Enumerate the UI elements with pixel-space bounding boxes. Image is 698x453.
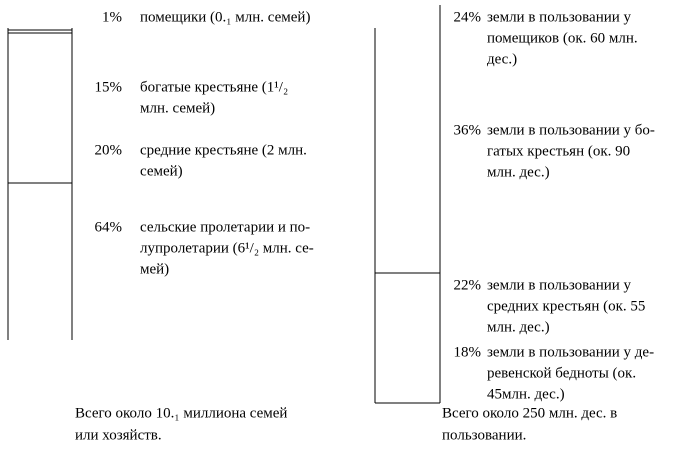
label-line: средние крестьяне (2 млн. [140, 142, 307, 158]
label-line: млн. дес.) [487, 319, 550, 335]
percent: 15% [95, 79, 123, 95]
percent: 24% [454, 9, 482, 25]
label-line: сельские пролетарии и по- [140, 219, 310, 235]
total-line: Всего около 250 млн. дес. в [442, 405, 617, 421]
label-line: дес.) [487, 51, 517, 67]
percent: 36% [454, 122, 482, 138]
percent: 20% [95, 142, 123, 158]
total-line: или хозяйств. [75, 427, 162, 443]
label-line: средних крестьян (ок. 55 [487, 298, 645, 314]
percent: 22% [454, 277, 482, 293]
label-line: земли в пользовании у бо- [487, 122, 655, 138]
label-line: млн. семей) [140, 100, 215, 116]
total-line: Всего около 10.₁ миллиона семей [75, 405, 287, 421]
label-line: земли в пользовании у [487, 277, 632, 293]
label-line: богатые крестьяне (1¹/₂ [140, 79, 288, 95]
label-line: 45млн. дес.) [487, 386, 565, 402]
label-line: земли в пользовании у [487, 9, 632, 25]
label-line: помещики (0.₁ млн. семей) [140, 9, 310, 25]
label-line: мей) [140, 261, 169, 277]
label-line: гатых крестьян (ок. 90 [487, 143, 630, 159]
label-line: млн. дес.) [487, 164, 550, 180]
total-line: пользовании. [442, 427, 526, 443]
percent: 18% [454, 344, 482, 360]
label-line: лупролетарии (6¹/₂ млн. се- [140, 240, 314, 256]
label-line: помещиков (ок. 60 млн. [487, 30, 638, 46]
right-box [374, 5, 441, 404]
label-line: семей) [140, 163, 183, 179]
left-box [7, 28, 73, 340]
label-line: земли в пользовании у де- [487, 344, 654, 360]
percent: 64% [95, 219, 123, 235]
label-line: ревенской бедноты (ок. [487, 365, 636, 381]
percent: 1% [102, 9, 122, 25]
